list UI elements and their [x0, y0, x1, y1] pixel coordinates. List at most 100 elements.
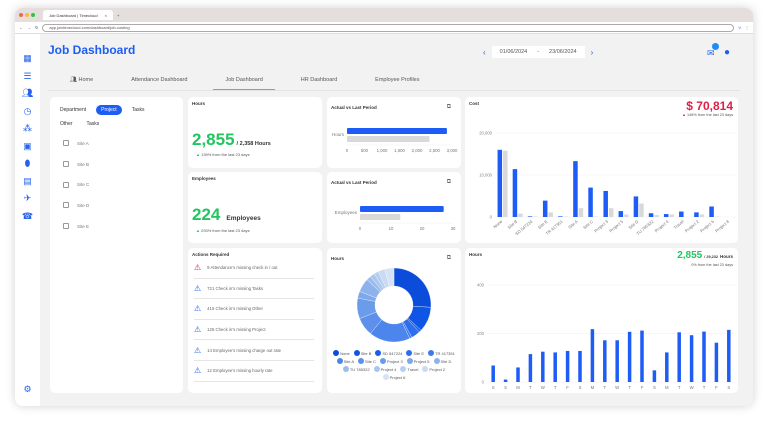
- user-icon[interactable]: ●: [724, 47, 731, 58]
- previous-bar: [608, 208, 614, 217]
- action-item[interactable]: ⚠ 9 Attendance's missing check in / out: [194, 258, 314, 279]
- actions-card: Actions Required ⚠ 9 Attendance's missing…: [188, 248, 322, 393]
- x-tick-label: T: [554, 385, 557, 390]
- extension-icon[interactable]: V: [738, 25, 741, 30]
- checkbox-site-d[interactable]: Site D: [50, 195, 183, 216]
- phone-icon[interactable]: ☎︎: [21, 210, 34, 221]
- team-icon[interactable]: 👥︎: [21, 88, 34, 98]
- legend-item[interactable]: Project 5: [406, 358, 430, 364]
- browser-tab[interactable]: Job Dashboard | Timecloud ×: [43, 10, 113, 20]
- legend-item[interactable]: Site C: [358, 358, 376, 364]
- open-external-icon[interactable]: ⧉: [446, 179, 451, 185]
- legend-label: Site A: [343, 358, 355, 364]
- x-tick-label: 2,500: [429, 148, 440, 153]
- action-item[interactable]: ⚠ 125 Check in's missing Project: [194, 320, 314, 341]
- list-icon[interactable]: ☰: [23, 70, 32, 81]
- filter-project[interactable]: Project: [96, 105, 122, 115]
- legend-swatch: [336, 358, 343, 364]
- warning-triangle-icon: ⚠: [194, 283, 202, 293]
- document-icon[interactable]: ▤: [23, 175, 32, 186]
- menu-icon[interactable]: ⋮: [745, 25, 749, 30]
- hierarchy-icon[interactable]: ⁂: [23, 123, 32, 133]
- legend-label: Project 3: [386, 358, 403, 364]
- action-item[interactable]: ⚠ 415 Check in's missing Other: [194, 299, 314, 320]
- legend-item[interactable]: Project 2: [422, 366, 445, 372]
- dashboard-icon[interactable]: ▦: [23, 53, 32, 63]
- legend-item[interactable]: Travel: [400, 366, 418, 372]
- checkbox-site-e[interactable]: Site E: [50, 216, 183, 237]
- hours-daily-chart: 0 200 400 S S M T W T F S M T W T F S M T W T F S: [477, 283, 735, 390]
- tab-attendance-dashboard[interactable]: Attendance Dashboard: [131, 77, 188, 83]
- tab-job-dashboard[interactable]: Job Dashboard: [213, 74, 275, 91]
- action-text: 415 Check in's missing Other: [207, 306, 263, 312]
- action-item[interactable]: ⚠ 721 Check in's missing Tasks: [194, 279, 314, 300]
- open-external-icon[interactable]: ⧉: [446, 104, 451, 110]
- settings-icon[interactable]: ⚙︎: [23, 383, 32, 394]
- new-tab-icon[interactable]: +: [117, 12, 120, 18]
- x-tick-label: TR 417351: [545, 219, 565, 237]
- next-period-icon[interactable]: ›: [590, 47, 594, 57]
- tab-hr-dashboard[interactable]: HR Dashboard: [300, 77, 338, 83]
- x-tick-label: T: [628, 385, 631, 390]
- x-tick-label: 30: [451, 226, 456, 231]
- x-tick-label: W: [690, 385, 695, 390]
- x-tick-label: Project 2: [684, 219, 700, 234]
- legend-item[interactable]: Site E: [406, 350, 424, 356]
- x-tick-label: 2,000: [412, 148, 423, 153]
- prev-period-icon[interactable]: ‹: [483, 47, 486, 57]
- legend-item[interactable]: SD 547224: [375, 350, 402, 356]
- legend-item[interactable]: TR 417351: [428, 350, 455, 356]
- y-tick-label: 10,000: [479, 173, 492, 178]
- reload-icon[interactable]: ↻: [35, 25, 39, 30]
- legend-label: Site E: [413, 350, 425, 356]
- actual-bar: [347, 128, 447, 134]
- legend-item[interactable]: Project 6: [382, 374, 405, 380]
- up-arrow-icon: ▲: [196, 228, 200, 233]
- forward-icon[interactable]: →: [27, 25, 31, 30]
- card-title: Actions Required: [192, 252, 230, 257]
- address-bar: ← → ↻ app.jointimecloud.com/dashboard/job-…: [15, 22, 753, 34]
- legend-item[interactable]: None: [333, 350, 350, 356]
- location-icon[interactable]: ⬮: [24, 158, 31, 168]
- previous-bar: [360, 214, 401, 220]
- hours-donut-chart: [356, 267, 432, 343]
- x-tick-label: Project 4: [654, 219, 670, 234]
- calendar-icon[interactable]: ▣: [23, 140, 32, 151]
- legend-item[interactable]: Site B: [353, 350, 371, 356]
- page-title: Job Dashboard: [48, 43, 136, 57]
- x-tick-label: Project 8: [714, 219, 730, 234]
- filter-tasks[interactable]: Tasks: [131, 107, 145, 113]
- inbox-icon[interactable]: ✉︎ 1: [707, 43, 719, 59]
- date-to[interactable]: 23/06/2024: [549, 49, 577, 55]
- legend-item[interactable]: Site A: [336, 358, 355, 364]
- action-item[interactable]: ⚠ 14 Employee's missing charge out rate: [194, 340, 314, 361]
- tab-home[interactable]: 👥︎ Home: [70, 77, 94, 83]
- cost-total: $ 70,814: [686, 99, 733, 113]
- legend-item[interactable]: Site D: [433, 358, 451, 364]
- legend-label: Site C: [365, 358, 376, 364]
- legend-item[interactable]: Project 3: [379, 358, 403, 364]
- back-icon[interactable]: ←: [19, 25, 23, 30]
- legend-item[interactable]: Project 4: [373, 366, 396, 372]
- url-input[interactable]: app.jointimecloud.com/dashboard/job-cost…: [42, 23, 735, 32]
- plane-icon[interactable]: ✈︎: [23, 193, 32, 203]
- clock-icon[interactable]: ◷: [23, 105, 32, 116]
- filter-department[interactable]: Department: [60, 107, 87, 113]
- hours-headline-total: / 29,232: [704, 255, 718, 259]
- close-icon[interactable]: ×: [104, 12, 107, 18]
- checkbox-site-c[interactable]: Site C: [50, 174, 183, 195]
- previous-bar: [503, 150, 508, 217]
- checkbox-site-b[interactable]: Site B: [50, 154, 183, 175]
- action-item[interactable]: ⚠ 12 Employee's missing hourly rate: [194, 361, 314, 382]
- bar: [714, 342, 719, 382]
- bar: [633, 196, 639, 217]
- legend-item[interactable]: TU 785322: [342, 366, 370, 372]
- bar: [652, 370, 657, 382]
- checkbox-site-a[interactable]: Site A: [50, 133, 183, 154]
- tab-employee-profiles[interactable]: Employee Profiles: [375, 77, 420, 83]
- bar: [709, 206, 714, 217]
- filter-other[interactable]: Other: [60, 121, 73, 127]
- filter-tasks-2[interactable]: Tasks: [86, 121, 100, 127]
- date-from[interactable]: 01/06/2024: [499, 49, 528, 55]
- open-external-icon[interactable]: ⧉: [446, 255, 451, 261]
